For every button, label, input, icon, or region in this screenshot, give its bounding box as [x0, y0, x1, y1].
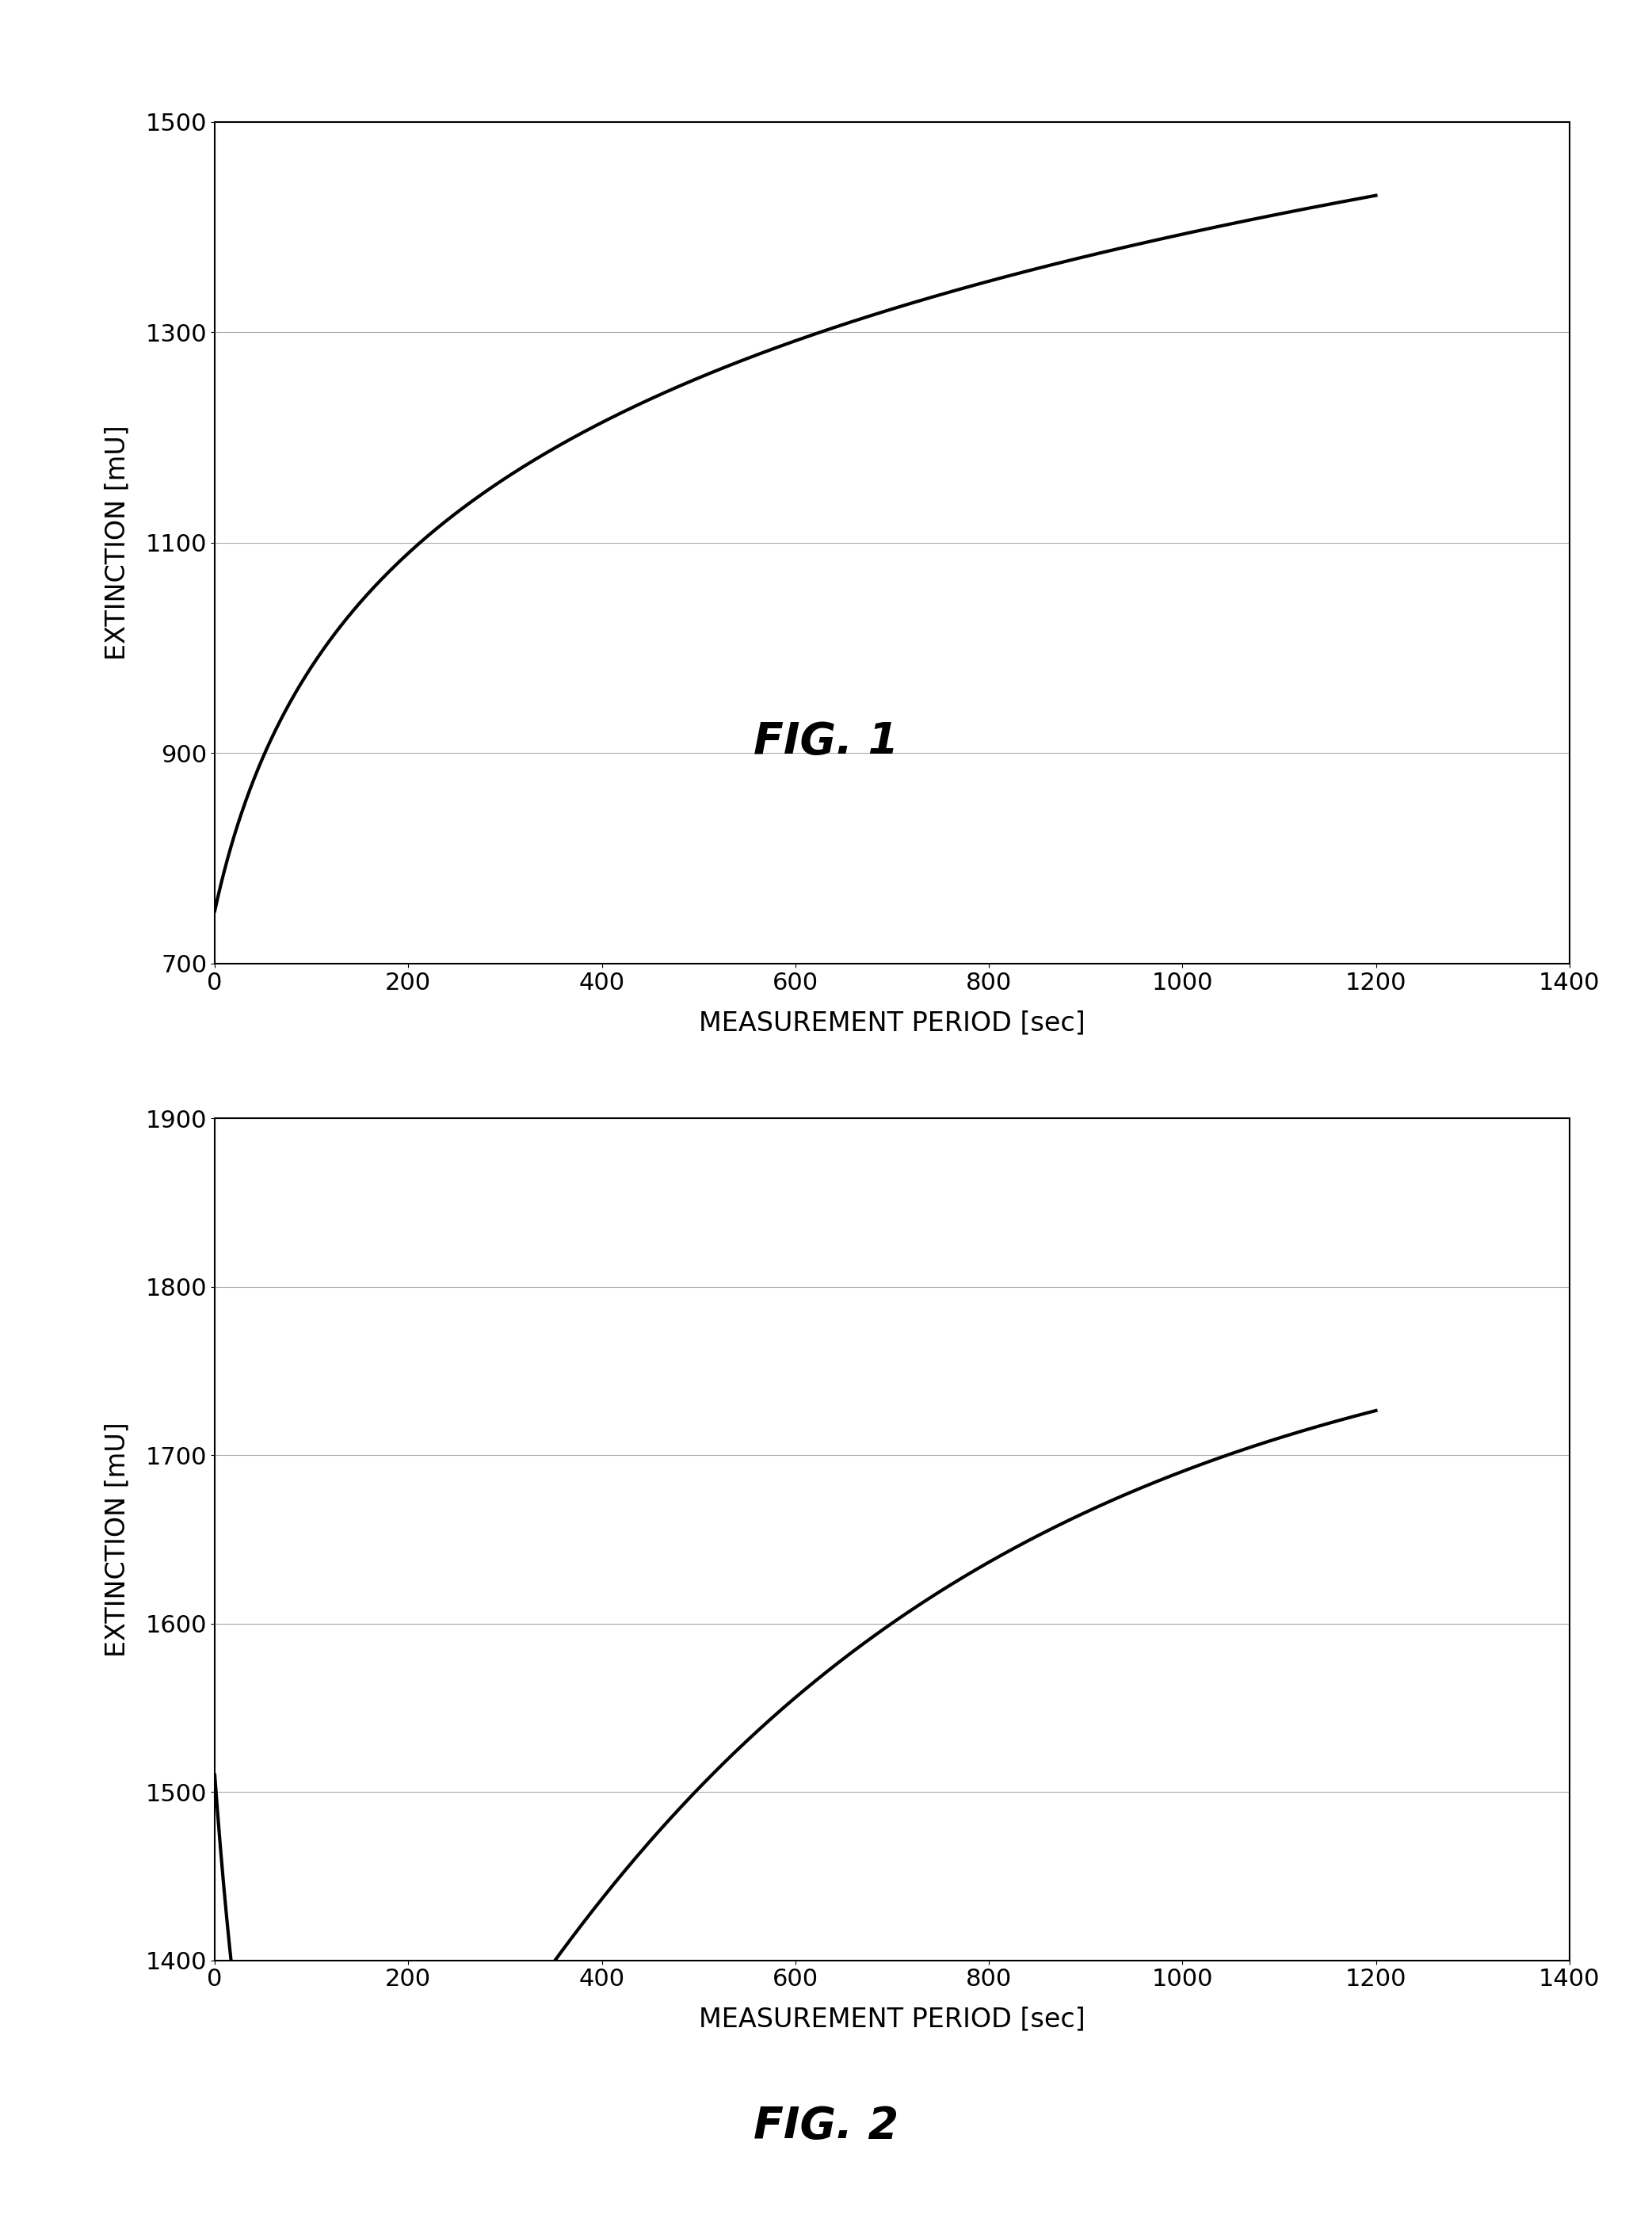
- Y-axis label: EXTINCTION [mU]: EXTINCTION [mU]: [104, 1422, 131, 1657]
- Text: FIG. 1: FIG. 1: [753, 720, 899, 764]
- X-axis label: MEASUREMENT PERIOD [sec]: MEASUREMENT PERIOD [sec]: [699, 1010, 1085, 1037]
- Y-axis label: EXTINCTION [mU]: EXTINCTION [mU]: [104, 425, 131, 660]
- X-axis label: MEASUREMENT PERIOD [sec]: MEASUREMENT PERIOD [sec]: [699, 2007, 1085, 2033]
- Text: FIG. 2: FIG. 2: [753, 2104, 899, 2149]
